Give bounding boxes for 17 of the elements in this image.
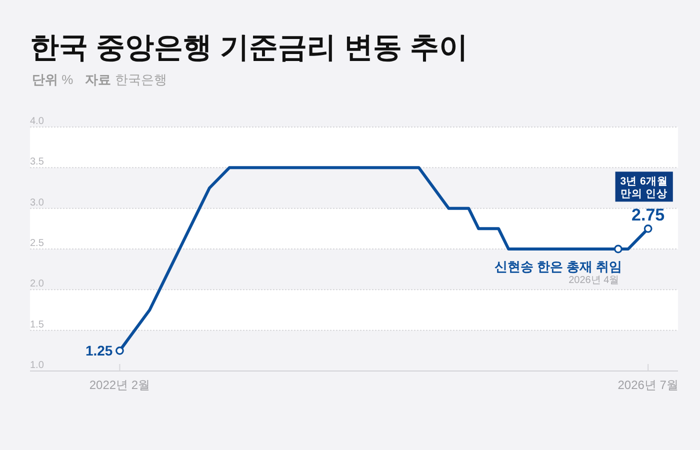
y-tick-label: 3.5 xyxy=(30,156,44,168)
annotation: 3년 6개월 만의 인상 xyxy=(620,176,668,200)
y-tick-label: 1.5 xyxy=(30,319,44,330)
y-tick-label: 2.5 xyxy=(30,238,44,249)
text: 자료 한국은행 xyxy=(85,72,167,87)
y-tick-label: 4.0 xyxy=(30,116,44,127)
chart-title: 한국 중앙은행 기준금리 변동 추이 xyxy=(30,32,468,64)
annotation: 신현송 한은 총재 취임 xyxy=(494,259,622,274)
x-tick-label: 2022년 2월 xyxy=(89,378,150,392)
annotation: 2026년 4월 xyxy=(568,275,620,286)
y-tick-label: 2.0 xyxy=(30,278,44,290)
data-label: 2.75 xyxy=(632,206,665,225)
y-axis-title: 단위 % xyxy=(32,72,74,87)
y-tick-label: 3.0 xyxy=(30,197,44,208)
y-tick-label: 1.0 xyxy=(30,360,44,371)
x-tick-label: 2026년 7월 xyxy=(618,378,678,392)
data-label: 1.25 xyxy=(85,342,113,359)
